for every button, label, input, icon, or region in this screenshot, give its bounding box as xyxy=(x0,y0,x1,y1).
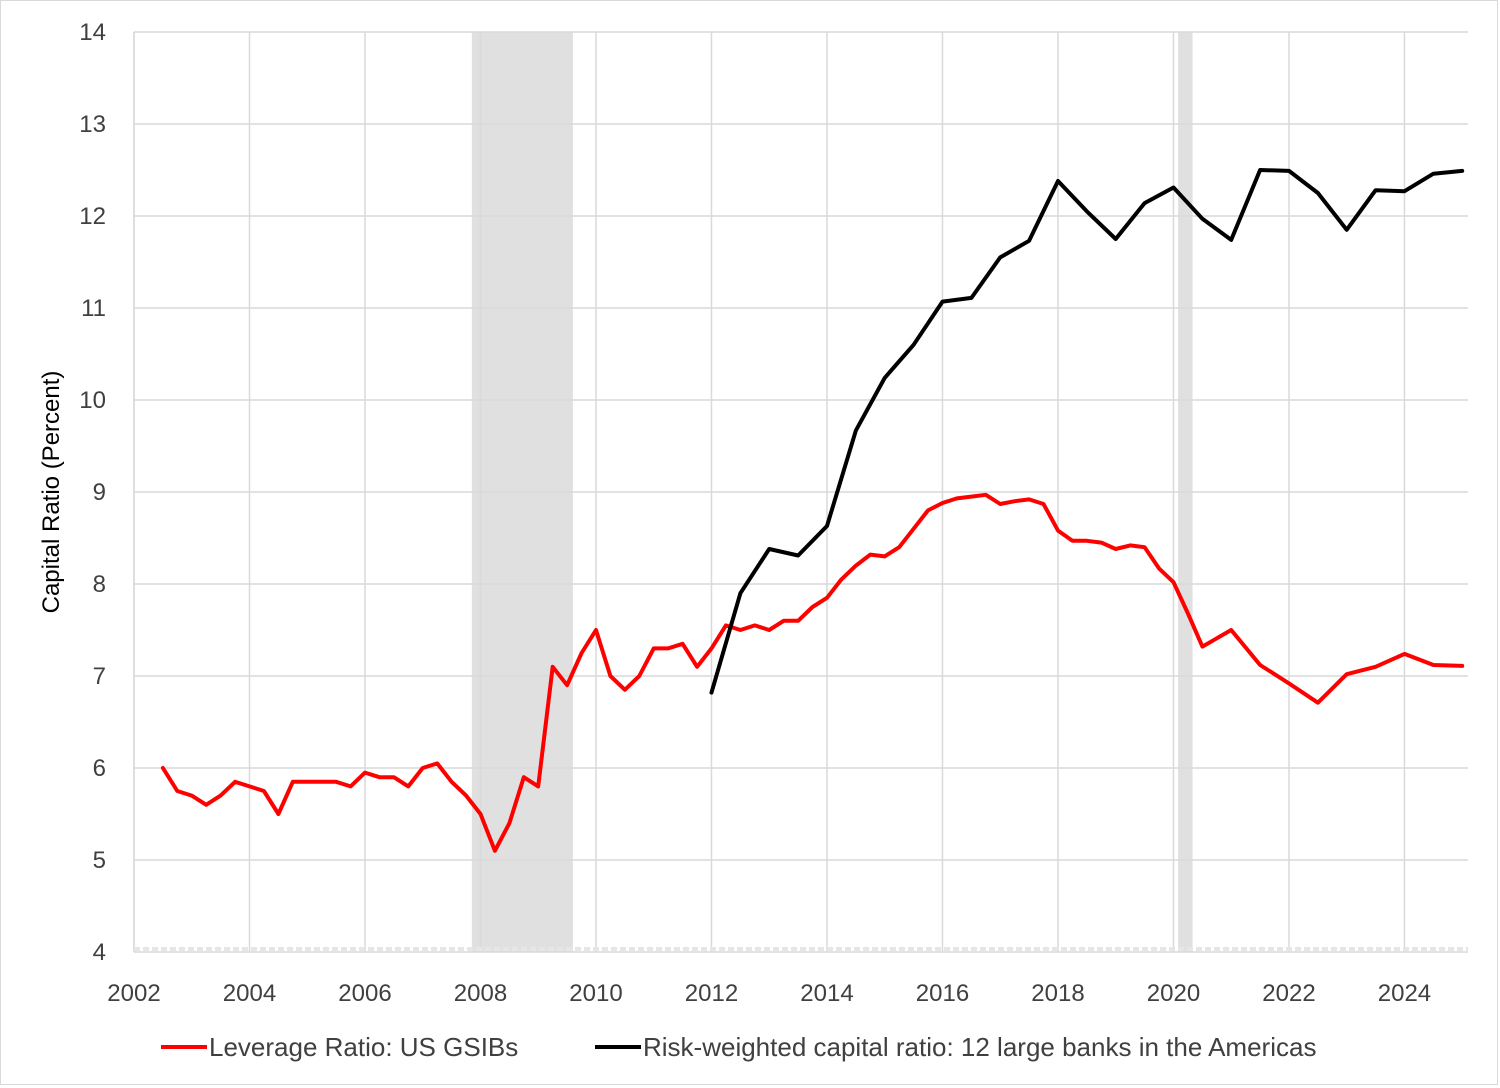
y-axis-ticks: 4 5 6 7 8 9 10 11 12 13 14 xyxy=(79,19,106,966)
x-tick-label: 2014 xyxy=(800,980,853,1007)
x-tick-label: 2018 xyxy=(1031,980,1084,1007)
y-tick-label: 12 xyxy=(79,203,106,230)
y-tick-label: 5 xyxy=(93,847,106,874)
y-tick-label: 14 xyxy=(79,19,106,46)
x-tick-label: 2020 xyxy=(1147,980,1200,1007)
y-tick-label: 7 xyxy=(93,663,106,690)
legend-item-0: Leverage Ratio: US GSIBs xyxy=(161,1032,518,1062)
y-tick-label: 10 xyxy=(79,387,106,414)
x-axis-ticks: 2002 2004 2006 2008 2010 2012 2014 2016 2018 2020… xyxy=(107,980,1431,1007)
y-tick-label: 9 xyxy=(93,479,106,506)
x-tick-label: 2006 xyxy=(338,980,391,1007)
series-line-1 xyxy=(712,170,1463,693)
x-tick-label: 2022 xyxy=(1262,980,1315,1007)
x-tick-label: 2004 xyxy=(223,980,276,1007)
x-tick-label: 2016 xyxy=(916,980,969,1007)
x-tick-label: 2012 xyxy=(685,980,738,1007)
series-points-0 xyxy=(163,495,1462,851)
legend: Leverage Ratio: US GSIBs Risk-weighted ca… xyxy=(161,1032,1316,1062)
y-tick-label: 13 xyxy=(79,111,106,138)
legend-label-1: Risk-weighted capital ratio: 12 large ba… xyxy=(643,1032,1316,1062)
x-tick-label: 2024 xyxy=(1378,980,1431,1007)
y-axis-title: Capital Ratio (Percent) xyxy=(38,371,65,614)
legend-item-1: Risk-weighted capital ratio: 12 large ba… xyxy=(595,1032,1316,1062)
x-tick-label: 2008 xyxy=(454,980,507,1007)
y-tick-label: 8 xyxy=(93,571,106,598)
series-points-1 xyxy=(711,170,1462,693)
y-tick-label: 6 xyxy=(93,755,106,782)
y-tick-label: 11 xyxy=(81,295,106,322)
legend-label-0: Leverage Ratio: US GSIBs xyxy=(209,1032,518,1062)
y-tick-label: 4 xyxy=(93,939,106,966)
series-layer xyxy=(163,170,1462,851)
x-tick-label: 2002 xyxy=(107,980,160,1007)
x-tick-label: 2010 xyxy=(569,980,622,1007)
series-line-0 xyxy=(163,495,1462,851)
